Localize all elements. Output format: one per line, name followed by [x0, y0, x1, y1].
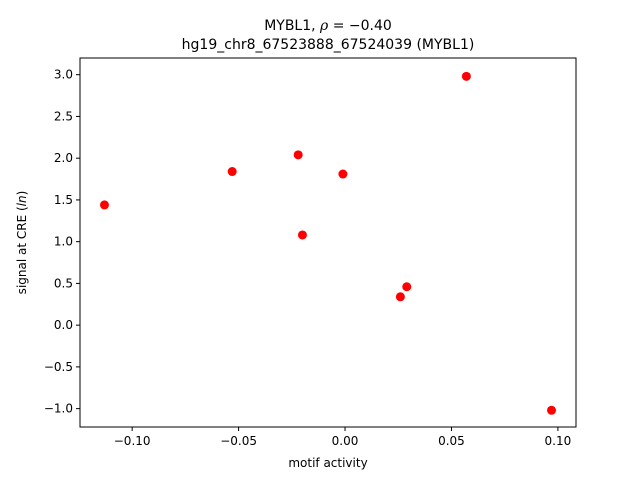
x-tick-label: 0.00 — [332, 434, 359, 448]
data-point — [461, 71, 471, 81]
data-point — [293, 150, 303, 160]
y-tick-label: 1.5 — [54, 193, 73, 207]
y-axis-label: signal at CRE (ln) — [15, 191, 29, 295]
y-tick-label: −0.5 — [44, 360, 73, 374]
y-axis-ticks: −1.0 −0.5 0.0 0.5 1.0 1.5 2.0 2.5 3.0 — [44, 68, 80, 416]
x-tick-label: −0.05 — [220, 434, 257, 448]
x-axis-ticks: −0.10 −0.05 0.00 0.05 0.10 — [114, 427, 572, 448]
data-point — [297, 230, 307, 240]
data-point — [547, 405, 557, 415]
data-point — [338, 169, 348, 179]
chart-title: MYBL1, ρ = −0.40 — [264, 18, 392, 34]
y-tick-label: 0.0 — [54, 318, 73, 332]
plot-frame — [79, 57, 577, 428]
data-point — [227, 167, 237, 177]
y-tick-label: 2.5 — [54, 109, 73, 123]
x-tick-label: −0.10 — [114, 434, 151, 448]
data-point — [402, 282, 412, 292]
data-point — [99, 200, 109, 210]
y-tick-label: 0.5 — [54, 276, 73, 290]
data-point — [395, 292, 405, 302]
y-tick-label: 1.0 — [54, 235, 73, 249]
chart-subtitle: hg19_chr8_67523888_67524039 (MYBL1) — [182, 37, 475, 53]
y-tick-label: −1.0 — [44, 402, 73, 416]
x-axis-label: motif activity — [288, 456, 367, 470]
x-tick-label: 0.05 — [438, 434, 465, 448]
x-tick-label: 0.10 — [545, 434, 572, 448]
y-tick-label: 2.0 — [54, 151, 73, 165]
data-points — [99, 71, 557, 415]
y-tick-label: 3.0 — [54, 68, 73, 82]
